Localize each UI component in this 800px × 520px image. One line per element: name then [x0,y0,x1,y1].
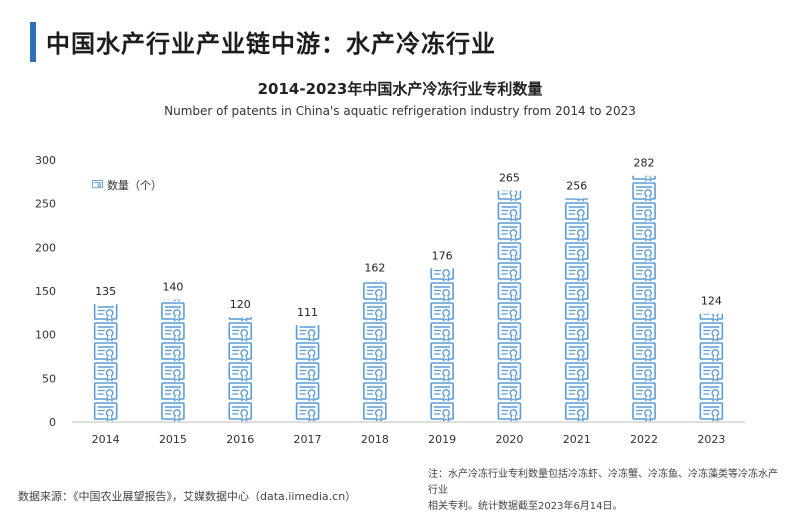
data-source-text: 数据来源：《中国农业展望报告》，艾媒数据中心（data.iimedia.cn） [18,490,357,503]
bar-2015 [161,299,185,422]
bar-2021 [564,198,589,422]
bar-2023 [699,313,724,422]
page-title: 中国水产行业产业链中游：水产冷冻行业 [46,30,496,58]
x-tick-label: 2021 [563,433,591,446]
footnote-line-1: 注：水产冷冻行业专利数量包括冷冻虾、冷冻蟹、冷冻鱼、冷冻藻类等冷冻水产行业 [428,469,778,496]
legend-swatch-icon [92,180,103,189]
footnote-line-2: 相关专利。统计数据截至2023年6月14日。 [428,501,623,512]
bar-2018 [363,280,387,422]
title-accent-bar [30,22,36,62]
chart-legend: 数量（个） [92,179,162,192]
data-label-2016: 120 [230,298,251,311]
x-tick-label: 2020 [495,433,523,446]
data-label-2018: 162 [364,262,385,275]
data-label-2014: 135 [95,285,116,298]
data-label-2023: 124 [701,295,722,308]
chart-title: 2014-2023年中国水产冷冻行业专利数量 [257,80,543,98]
bar-2014 [93,304,118,422]
y-tick-label: 250 [35,198,56,211]
bar-2017 [295,325,320,422]
bar-2020 [497,190,522,422]
y-tick-label: 100 [35,329,56,342]
y-tick-label: 300 [35,154,56,167]
data-label-2019: 176 [432,249,453,262]
bar-2016 [228,317,253,422]
x-tick-label: 2022 [630,433,658,446]
y-tick-label: 0 [49,416,56,429]
y-tick-label: 150 [35,285,56,298]
y-tick-label: 50 [42,372,56,385]
x-tick-label: 2015 [159,433,187,446]
data-label-2021: 256 [566,179,587,192]
data-label-2017: 111 [297,306,318,319]
x-tick-label: 2018 [361,433,389,446]
data-label-2022: 282 [634,157,655,170]
x-tick-label: 2016 [226,433,254,446]
x-tick-label: 2023 [697,433,725,446]
footnote-text: 注：水产冷冻行业专利数量包括冷冻虾、冷冻蟹、冷冻鱼、冷冻藻类等冷冻水产行业 相关… [428,467,778,515]
x-tick-label: 2017 [294,433,322,446]
chart-subtitle: Number of patents in China's aquatic ref… [164,104,636,118]
data-label-2015: 140 [162,281,183,294]
x-tick-label: 2014 [92,433,120,446]
legend-label: 数量（个） [107,179,162,192]
bar-2022 [632,175,656,422]
bar-2019 [430,268,454,422]
data-label-2020: 265 [499,172,520,185]
x-tick-label: 2019 [428,433,456,446]
y-tick-label: 200 [35,241,56,254]
